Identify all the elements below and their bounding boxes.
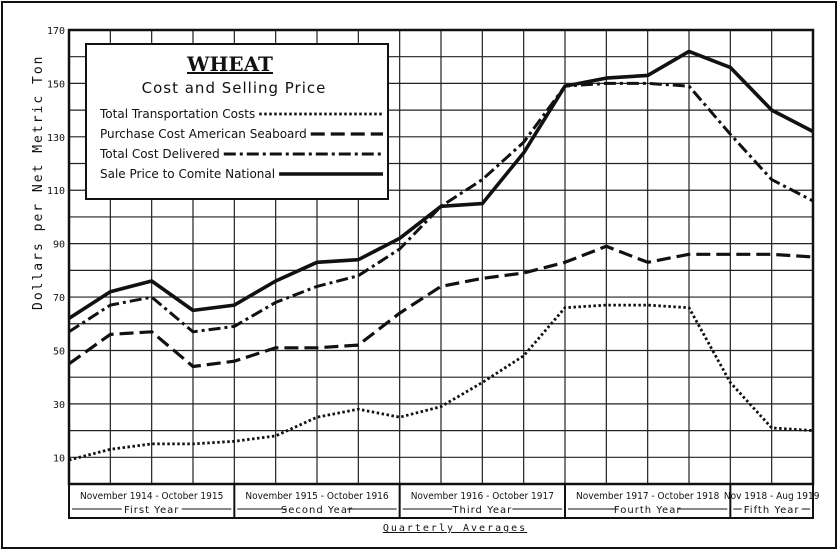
y-tick-label: 50 xyxy=(53,346,65,357)
y-tick-label: 150 xyxy=(47,79,65,90)
series-line-2 xyxy=(68,244,814,369)
legend-entry-label: Total Transportation Costs xyxy=(99,107,255,121)
y-tick-label: 10 xyxy=(53,453,65,464)
y-axis-ticks: 10 30 50 70 90 110 130 150 170 xyxy=(47,26,65,464)
legend-entry-label: Sale Price to Comite National xyxy=(100,167,275,181)
series-line-1 xyxy=(68,303,814,462)
year-label: Third Year xyxy=(451,505,512,516)
series-line-4 xyxy=(68,49,814,320)
legend-entry-label: Total Cost Delivered xyxy=(99,147,220,161)
period-label: November 1916 - October 1917 xyxy=(411,491,554,502)
y-tick-label: 70 xyxy=(53,293,65,304)
y-tick-label: 110 xyxy=(47,186,65,197)
period-label: November 1917 - October 1918 xyxy=(576,491,720,502)
period-label: November 1915 - October 1916 xyxy=(245,491,389,502)
year-label: Second Year xyxy=(281,505,353,516)
period-label: November 1914 - October 1915 xyxy=(80,491,223,502)
x-axis-periods: November 1914 - October 1915 First Year No… xyxy=(68,483,820,519)
y-tick-label: 30 xyxy=(53,400,65,411)
year-label: Fifth Year xyxy=(744,505,800,516)
y-axis-label: Dollars per Net Metric Ton xyxy=(31,55,46,311)
legend: WHEAT Cost and Selling Price Total Trans… xyxy=(85,43,389,200)
period-label: Nov 1918 - Aug 1919 xyxy=(724,491,820,502)
y-tick-label: 170 xyxy=(47,26,65,37)
legend-entry-label: Purchase Cost American Seaboard xyxy=(100,127,307,141)
year-label: Fourth Year xyxy=(614,505,682,516)
y-tick-label: 90 xyxy=(53,240,65,251)
chart-title: WHEAT xyxy=(186,52,273,76)
period-box xyxy=(68,483,814,519)
chart-series xyxy=(68,49,814,462)
year-label: First Year xyxy=(124,505,179,516)
chart-subtitle: Cost and Selling Price xyxy=(142,79,327,97)
x-axis-label: Quarterly Averages xyxy=(383,523,527,534)
y-tick-label: 130 xyxy=(47,133,65,144)
